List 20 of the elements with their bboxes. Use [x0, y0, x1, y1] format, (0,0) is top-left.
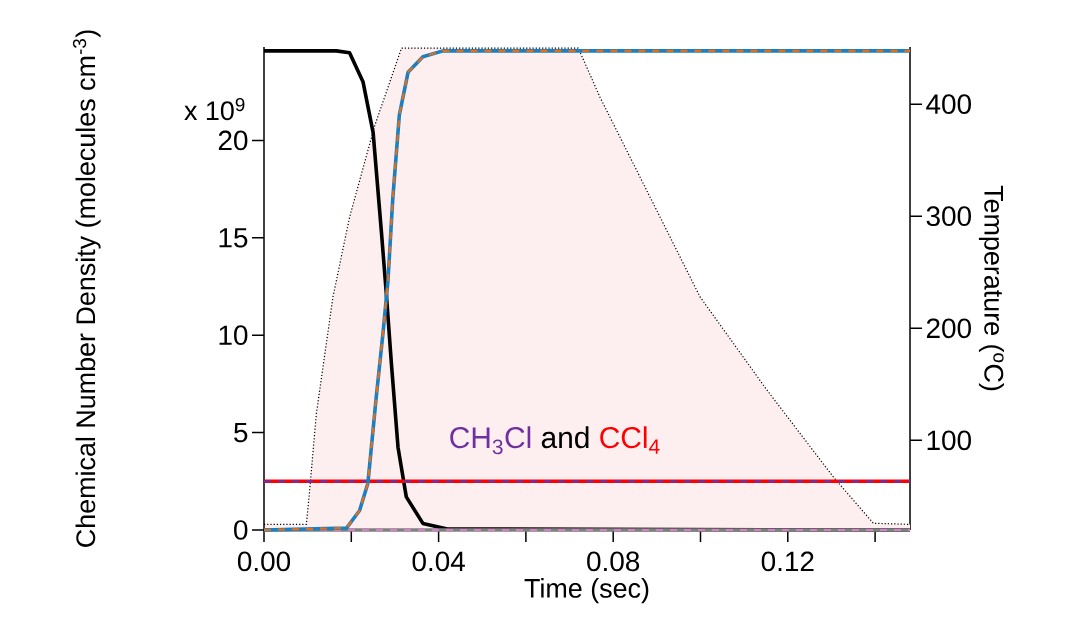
annotation: and — [541, 426, 589, 449]
y2-axis-title: Temperature ($^{o}$C) — [978, 185, 1004, 391]
y2-tick-label: 400 — [926, 94, 971, 115]
x-tick-label: 0.00 — [237, 551, 291, 572]
y-tick-label: 15 — [219, 228, 248, 248]
series-label: CCl$_{4}$ — [600, 426, 660, 454]
y-tick-label: 10 — [219, 325, 248, 346]
text: x 10$^{9}$ — [184, 97, 245, 121]
x-tick-label: 0.12 — [761, 551, 814, 572]
x-tick-label: 0.04 — [412, 551, 465, 572]
x-tick-label: 0.08 — [587, 551, 640, 572]
y-tick-label: 20 — [218, 130, 248, 151]
y-tick-label: 5 — [234, 422, 248, 443]
y-tick-label: 0 — [234, 520, 248, 540]
series-label: CH$_{3}$Cl — [450, 426, 531, 455]
y2-tick-label: 100 — [927, 430, 971, 451]
x-axis-title: Time (sec) — [524, 578, 649, 604]
y2-tick-label: 200 — [926, 318, 971, 339]
y-axis-title: Chemical Number Density (molecules cm$^{-3}$) — [72, 30, 101, 547]
y2-tick-label: 300 — [926, 206, 971, 227]
